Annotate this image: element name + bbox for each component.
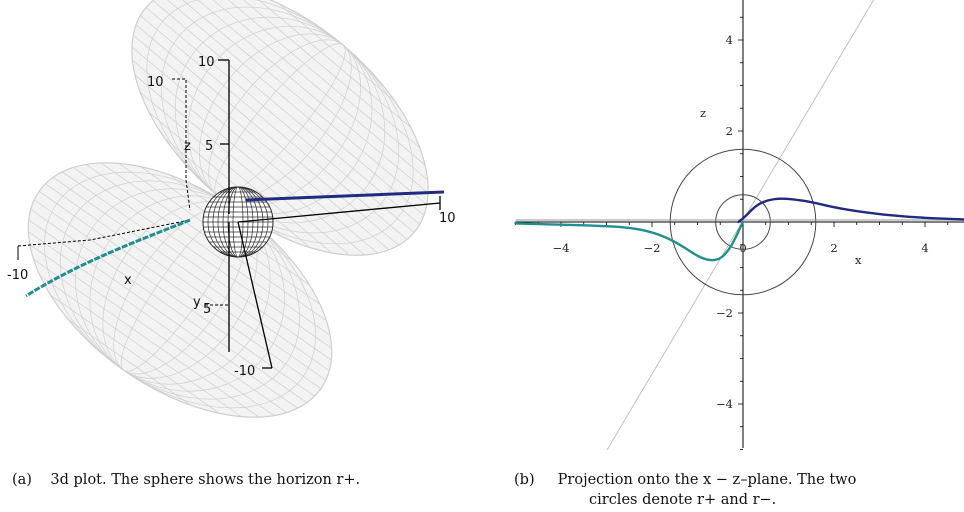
z-tick-label: −2 — [716, 306, 733, 320]
lower-lobe-parallel — [45, 183, 327, 381]
lower-lobe-parallel — [33, 258, 260, 418]
caption-b-text1: Projection onto the x − z–plane. The two — [557, 472, 857, 488]
series-incoming — [514, 220, 745, 262]
lower-lobe-parallel — [28, 219, 298, 409]
lower-lobe-parallel — [30, 209, 308, 404]
lower-lobe-parallel — [38, 191, 322, 389]
axis-label-z: z — [184, 139, 191, 154]
upper-lobe-parallel — [140, 15, 408, 240]
axis-label-y: y — [193, 295, 201, 310]
tick-label-neg-10: -10 — [234, 364, 255, 379]
3d-axes — [17, 59, 441, 369]
z-tick-label: 4 — [726, 33, 733, 47]
upper-lobe-parallel — [195, 0, 428, 181]
x-tick-label: −2 — [644, 241, 661, 255]
upper-lobe-parallel — [135, 24, 399, 246]
tick-label-dashed-10: 10 — [147, 75, 164, 90]
tick-label-z-10: 10 — [198, 55, 215, 70]
figure: 10 10 5 -10 5 -10 10 z y x −4 −2 0 2 4 4 2 −2 −4 x z — [7, 0, 964, 450]
upper-lobe-parallel — [249, 0, 412, 128]
upper-lobe-parallel — [210, 0, 426, 166]
trajectory-outgoing — [245, 190, 445, 202]
tick-label-x-10: 10 — [439, 211, 456, 226]
lower-lobe-parallel — [67, 318, 192, 406]
lower-lobe-parallel — [29, 244, 275, 416]
caption-b-label: (b) — [514, 472, 535, 488]
series-outgoing — [737, 197, 964, 224]
z-tick-label: −4 — [716, 397, 733, 411]
upper-lobe-parallel — [228, 0, 421, 149]
caption-b-line2: circles denote r+ and r−. — [514, 490, 954, 510]
lower-lobe-parallel — [39, 275, 242, 417]
x-axis — [237, 202, 441, 223]
caption-a-text: 3d plot. The sphere shows the horizon r+… — [50, 472, 361, 488]
upper-lobe-parallel — [152, 0, 420, 225]
x-axis-label: x — [855, 253, 862, 267]
3d-labels: 10 10 5 -10 5 -10 10 z y x — [7, 55, 456, 379]
upper-lobe-parallel — [132, 34, 390, 251]
upper-lobe-parallel — [139, 91, 332, 254]
tick-label-z-5: 5 — [205, 139, 213, 154]
x-tick-label: −4 — [553, 241, 570, 255]
upper-lobe-parallel — [170, 0, 428, 206]
x-tick-label: 4 — [921, 241, 928, 255]
upper-lobe-parallel — [131, 46, 378, 254]
upper-lobe-parallel — [278, 3, 396, 102]
dashed-axis-x — [17, 219, 191, 247]
lower-lobe-parallel — [62, 171, 332, 361]
circle-r-minus — [715, 194, 771, 250]
panel-a-3d-plot: 10 10 5 -10 5 -10 10 z y x — [7, 0, 456, 418]
xz-plot — [514, 0, 964, 450]
lower-lobe-parallel — [28, 231, 287, 413]
lower-lobe-parallel — [52, 176, 330, 371]
circle-r-plus — [669, 148, 817, 296]
z-tick-label: 2 — [726, 124, 733, 138]
upper-lobe — [131, 0, 429, 256]
dashed-axis-z — [172, 78, 191, 211]
x-tick-label: 2 — [830, 241, 837, 255]
lower-lobe-parallel — [50, 294, 220, 414]
x-tick-label: 0 — [739, 241, 746, 255]
upper-lobe-parallel — [132, 59, 365, 256]
caption-b-text2: circles denote r+ and r−. — [589, 492, 777, 508]
upper-lobe-parallel — [182, 0, 429, 194]
panel-b-projection: −4 −2 0 2 4 4 2 −2 −4 x z — [514, 0, 964, 450]
trajectory-incoming — [25, 218, 191, 298]
lower-lobe-parallel — [85, 164, 331, 336]
caption-a-label: (a) — [12, 472, 32, 488]
tick-label-x-neg-10: -10 — [7, 268, 28, 283]
upper-lobe-parallel — [134, 74, 350, 256]
caption-b: (b) Projection onto the x − z–plane. The… — [514, 470, 954, 510]
tick-label-y-5: 5 — [203, 302, 211, 317]
z-axis-label: z — [700, 106, 706, 120]
upper-lobe-parallel — [161, 0, 425, 216]
neg-axis — [237, 221, 273, 369]
lower-lobe-parallel — [33, 199, 315, 397]
lower-lobe-parallel — [73, 167, 332, 349]
trajectories-3d — [25, 190, 445, 298]
caption-b-line1: (b) Projection onto the x − z–plane. The… — [514, 470, 954, 490]
caption-a: (a) 3d plot. The sphere shows the horizo… — [12, 470, 452, 490]
axis-label-x: x — [124, 273, 132, 288]
